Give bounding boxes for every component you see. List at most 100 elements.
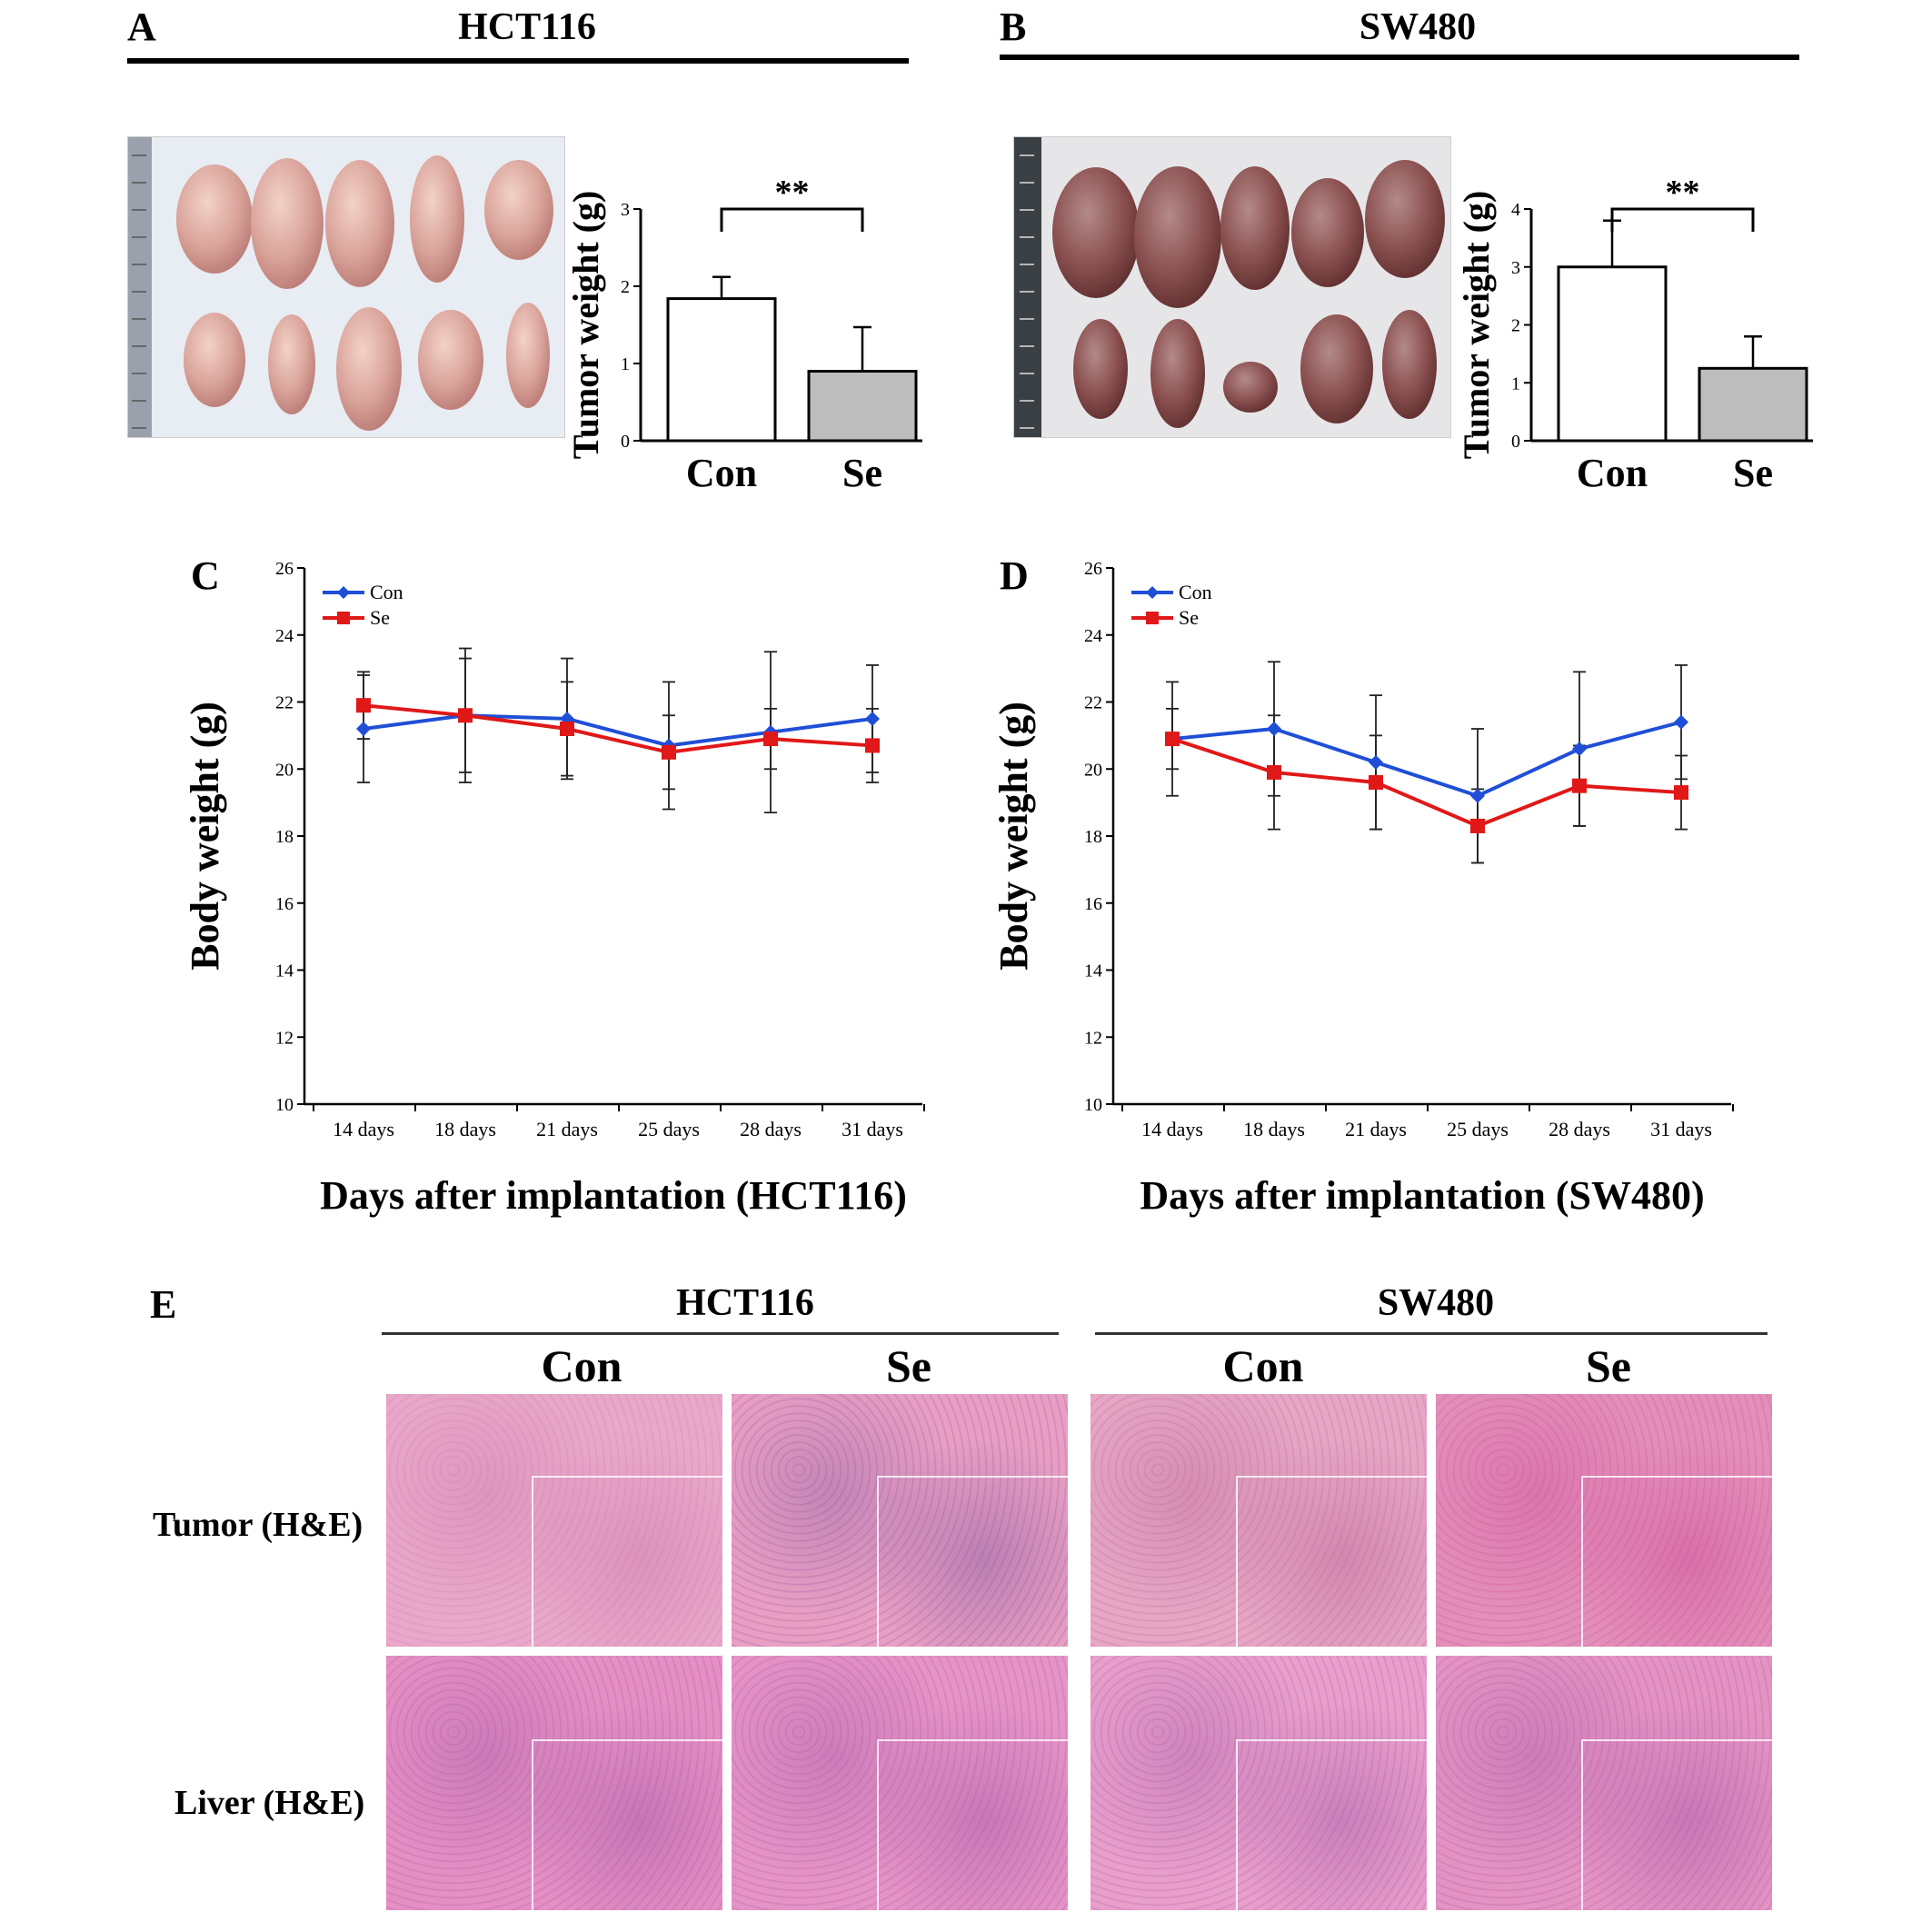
x-tick-label: Con — [1577, 451, 1648, 495]
y-tick-label: 0 — [1511, 432, 1520, 452]
panel-letter-e: E — [150, 1282, 177, 1327]
legend-label-se: Se — [1179, 606, 1199, 629]
magnified-inset — [1236, 1476, 1427, 1647]
y-tick-label: 26 — [1084, 559, 1102, 579]
y-tick-label: 24 — [1084, 626, 1102, 646]
point-con — [1674, 714, 1688, 730]
bar-con — [1557, 265, 1668, 443]
y-tick-label: 18 — [275, 827, 294, 847]
point-con — [1470, 788, 1485, 803]
bar-chart-a: Tumor weight (g) 0 1 2 3 Con Se ** — [565, 174, 922, 495]
x-tick-label: 31 days — [1650, 1118, 1712, 1140]
point-se — [865, 738, 880, 753]
y-tick-label: 3 — [621, 200, 630, 220]
y-tick-label: 16 — [275, 894, 294, 914]
point-con — [356, 722, 371, 736]
title-rule-a — [127, 58, 909, 64]
point-con — [1267, 722, 1281, 736]
point-se — [458, 708, 473, 723]
histology-rule-hct116 — [382, 1332, 1059, 1335]
magnified-inset — [532, 1739, 722, 1910]
histology-row-tumor: Tumor (H&E) — [153, 1506, 363, 1544]
y-tick-label: 10 — [275, 1095, 294, 1115]
y-tick-label: 14 — [1084, 961, 1102, 981]
magnified-inset — [1581, 1476, 1772, 1647]
point-se — [1470, 818, 1485, 833]
panel-letter-a: A — [127, 5, 156, 49]
y-tick-label: 16 — [1084, 894, 1102, 914]
panel-letter-c: C — [191, 553, 220, 598]
histology-col-sw480-con: Con — [1222, 1340, 1304, 1391]
significance-bracket — [720, 207, 864, 232]
y-tick-label: 12 — [275, 1028, 294, 1048]
y-tick-label: 0 — [621, 432, 630, 452]
y-tick-label: 3 — [1511, 258, 1520, 278]
magnified-inset — [877, 1739, 1068, 1910]
tumor-he-image — [1090, 1394, 1427, 1647]
magnified-inset — [532, 1476, 722, 1647]
y-axis-label: Body weight (g) — [183, 702, 227, 971]
magnified-inset — [877, 1476, 1068, 1647]
significance-label: ** — [1666, 174, 1700, 212]
line-chart-d: 10 12 14 16 18 20 22 24 26 14 days 18 days 21 days 2… — [991, 559, 1734, 1218]
x-tick-label: 25 days — [638, 1118, 700, 1140]
y-tick-label: 26 — [275, 559, 294, 579]
legend-label-con: Con — [1179, 581, 1212, 603]
y-tick-label: 1 — [1511, 373, 1520, 393]
line-chart-c: 10 12 14 16 18 20 22 24 26 14 days 18 days 21 days 2… — [183, 559, 925, 1218]
x-axis-label: Days after implantation (SW480) — [1140, 1173, 1704, 1218]
x-tick-label: 21 days — [536, 1118, 598, 1140]
histology-col-hct116-se: Se — [886, 1340, 931, 1391]
legend-marker-se — [337, 612, 350, 624]
point-se — [560, 722, 574, 736]
y-tick-label: 18 — [1084, 827, 1102, 847]
point-se — [1267, 764, 1281, 780]
legend-label-con: Con — [370, 581, 403, 603]
histology-group-hct116: HCT116 — [676, 1282, 814, 1324]
y-tick-label: 20 — [275, 760, 294, 780]
panel-letter-d: D — [1000, 553, 1029, 598]
y-tick-label: 12 — [1084, 1028, 1102, 1048]
x-tick-label: Con — [686, 451, 757, 495]
histology-col-sw480-se: Se — [1586, 1340, 1631, 1391]
legend-marker-con — [337, 586, 350, 599]
bar-chart-b: Tumor weight (g) 0 1 2 3 4 Con Se ** — [1456, 174, 1813, 495]
tumor-photo-hct116 — [127, 136, 565, 438]
point-se — [1369, 775, 1383, 790]
significance-bracket — [1610, 207, 1755, 232]
y-tick-label: 22 — [1084, 693, 1102, 713]
bar-se — [1698, 366, 1808, 443]
significance-label: ** — [775, 174, 810, 212]
x-axis-label: Days after implantation (HCT116) — [320, 1173, 907, 1218]
x-tick-label: 21 days — [1345, 1118, 1407, 1140]
point-se — [356, 698, 371, 713]
point-con — [1572, 742, 1587, 757]
y-tick-label: 14 — [275, 961, 294, 981]
series-line-se — [363, 703, 873, 754]
point-se — [662, 744, 676, 760]
liver-he-image — [1090, 1656, 1427, 1910]
liver-he-image — [1436, 1656, 1772, 1910]
histology-rule-sw480 — [1095, 1332, 1768, 1335]
x-tick-label: 14 days — [333, 1118, 394, 1140]
bar-con — [666, 297, 777, 443]
y-tick-label: 24 — [275, 626, 294, 646]
point-se — [1165, 732, 1180, 747]
legend-marker-con — [1146, 586, 1159, 599]
point-con — [865, 711, 880, 726]
y-tick-label: 4 — [1511, 200, 1520, 220]
bar-se — [807, 370, 918, 443]
tumor-he-image — [386, 1394, 722, 1647]
y-tick-label: 22 — [275, 693, 294, 713]
x-tick-label: 28 days — [740, 1118, 802, 1140]
y-axis-label: Tumor weight (g) — [1456, 191, 1497, 460]
legend-label-se: Se — [370, 606, 390, 629]
y-tick-label: 20 — [1084, 760, 1102, 780]
point-se — [763, 732, 778, 747]
x-tick-label: 31 days — [842, 1118, 903, 1140]
point-se — [1674, 785, 1688, 801]
histology-group-sw480: SW480 — [1377, 1282, 1495, 1324]
point-se — [1572, 778, 1587, 793]
tumor-he-image — [732, 1394, 1068, 1647]
series-line-con — [363, 713, 873, 748]
